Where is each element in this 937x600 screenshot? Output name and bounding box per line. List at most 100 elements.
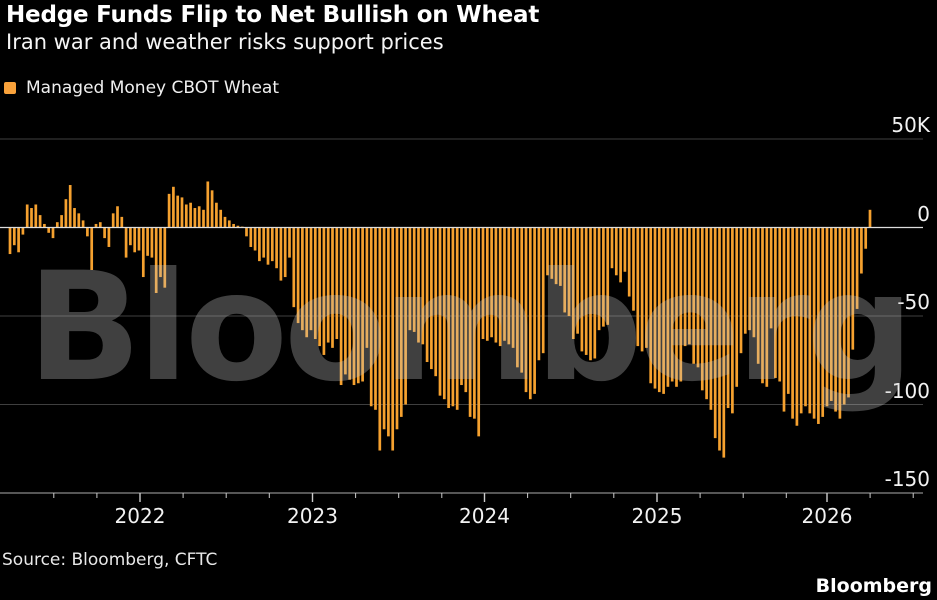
bar xyxy=(554,227,558,285)
bar xyxy=(571,227,575,340)
bar xyxy=(116,206,119,228)
bar xyxy=(584,227,588,355)
bar xyxy=(137,227,141,251)
bar xyxy=(791,227,794,419)
bar xyxy=(335,227,339,340)
legend: Managed Money CBOT Wheat xyxy=(4,78,279,98)
bar xyxy=(236,225,240,228)
bar xyxy=(305,227,309,338)
bar xyxy=(258,227,261,262)
bar xyxy=(120,216,124,228)
y-axis-label: 50K xyxy=(891,113,930,137)
bar xyxy=(141,227,145,278)
bar xyxy=(146,227,149,256)
bar xyxy=(516,227,519,368)
bar xyxy=(653,227,657,389)
source-note: Source: Bloomberg, CFTC xyxy=(2,550,218,570)
bar xyxy=(838,227,842,419)
bar xyxy=(537,227,541,361)
bar xyxy=(43,223,46,228)
bar xyxy=(455,227,459,410)
bar xyxy=(348,227,352,380)
bar xyxy=(795,227,799,426)
bar xyxy=(17,227,20,253)
x-axis-label: 2026 xyxy=(801,504,853,528)
bar xyxy=(232,223,235,228)
bar xyxy=(279,227,283,281)
bar xyxy=(636,227,640,347)
bar xyxy=(352,227,356,386)
bar xyxy=(507,227,511,345)
bar xyxy=(249,227,253,247)
bar xyxy=(275,227,278,269)
bar xyxy=(533,227,536,394)
bar xyxy=(451,227,455,407)
bar xyxy=(339,227,343,386)
y-axis-label: -100 xyxy=(884,378,930,403)
bar xyxy=(288,227,291,258)
x-axis-label: 2023 xyxy=(287,504,338,528)
bar xyxy=(627,227,631,297)
bar xyxy=(700,227,704,391)
bar xyxy=(503,227,506,341)
chart-subtitle: Iran war and weather risks support price… xyxy=(6,30,444,54)
bar xyxy=(378,227,382,451)
bar xyxy=(563,227,567,313)
bar xyxy=(296,227,300,324)
bar xyxy=(683,227,687,347)
bar xyxy=(679,227,683,382)
bar xyxy=(331,227,334,348)
y-axis-label: 0 xyxy=(917,201,930,226)
bar xyxy=(769,227,773,329)
bar xyxy=(124,227,128,258)
bar xyxy=(172,186,175,228)
bar xyxy=(301,227,304,331)
bar xyxy=(47,227,51,233)
bar xyxy=(129,227,132,246)
bar xyxy=(180,197,184,228)
bar xyxy=(524,227,528,393)
bar xyxy=(692,227,696,364)
bar xyxy=(855,227,859,309)
bar xyxy=(640,227,644,352)
bar xyxy=(98,222,102,228)
x-axis-label: 2025 xyxy=(631,504,683,528)
bar xyxy=(374,227,377,410)
bar xyxy=(460,227,463,386)
bar xyxy=(64,199,68,228)
bar xyxy=(825,227,829,407)
chart-title: Hedge Funds Flip to Net Bullish on Wheat xyxy=(6,2,540,28)
bar xyxy=(438,227,442,396)
bar xyxy=(283,227,287,278)
bar xyxy=(748,227,751,331)
bar xyxy=(666,227,670,387)
bar xyxy=(412,227,416,332)
bar xyxy=(645,227,648,348)
bar xyxy=(292,227,296,308)
bar xyxy=(559,227,562,286)
bar xyxy=(68,185,72,228)
bar xyxy=(262,227,266,258)
bar xyxy=(662,227,665,394)
bar xyxy=(430,227,433,370)
bar xyxy=(382,227,386,430)
bar xyxy=(103,227,106,239)
bar xyxy=(851,227,855,350)
bar xyxy=(159,227,162,278)
bar xyxy=(834,227,837,412)
bar xyxy=(670,227,674,382)
y-axis-label: -50 xyxy=(897,290,930,314)
bar xyxy=(38,215,42,228)
bar xyxy=(215,202,218,228)
bar xyxy=(421,227,425,345)
bar xyxy=(786,227,790,394)
bar xyxy=(481,227,485,340)
bar xyxy=(447,227,450,409)
bar xyxy=(778,227,782,382)
bar xyxy=(189,202,192,228)
bar xyxy=(657,227,661,393)
bar xyxy=(528,227,532,400)
legend-label: Managed Money CBOT Wheat xyxy=(26,78,280,98)
x-axis-label: 2022 xyxy=(114,504,166,528)
